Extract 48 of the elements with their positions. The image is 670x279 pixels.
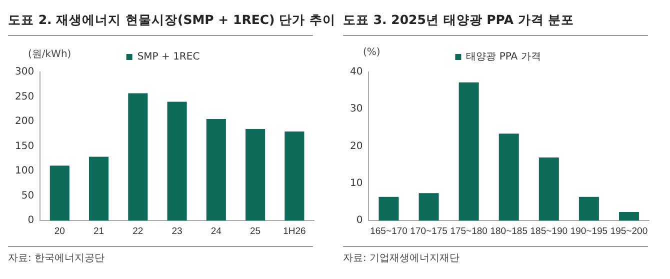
x-tick-label: 1H26 — [283, 226, 306, 237]
bar — [578, 196, 599, 221]
bar — [618, 212, 639, 221]
y-axis-title: (%) — [363, 47, 380, 58]
bar — [206, 119, 226, 221]
x-tick-label: 20 — [54, 226, 65, 237]
y-tick-label: 30 — [350, 104, 363, 115]
bar — [538, 157, 559, 221]
bar — [418, 193, 439, 221]
y-tick-label: 20 — [350, 140, 363, 152]
x-tick-label: 24 — [210, 226, 222, 237]
x-tick-label: 185~190 — [530, 226, 568, 237]
bar — [50, 166, 70, 221]
bar — [89, 156, 109, 221]
y-tick-label: 0 — [356, 215, 363, 226]
legend-label: SMP + 1REC — [137, 52, 200, 63]
x-tick-label: 195~200 — [610, 226, 648, 237]
x-tick-label: 180~185 — [490, 226, 528, 237]
bar — [498, 134, 519, 221]
x-tick-label: 170~175 — [410, 226, 448, 237]
y-tick-label: 10 — [350, 178, 363, 190]
y-tick-label: 300 — [14, 66, 34, 78]
x-tick-label: 190~195 — [570, 226, 608, 237]
chart-title: 도표 3. 2025년 태양광 PPA 가격 분포 — [343, 12, 648, 36]
text: 자료: 한국에너지공단 — [8, 246, 313, 265]
x-tick-label: 25 — [250, 226, 261, 237]
x-tick-label: 175~180 — [450, 226, 488, 237]
y-tick-label: 150 — [14, 140, 34, 152]
y-tick-label: 250 — [14, 91, 34, 102]
bar — [167, 102, 187, 221]
text: 자료: 기업재생에너지재단 — [343, 246, 648, 265]
bar — [246, 128, 266, 221]
bar — [378, 196, 399, 221]
x-tick-label: 22 — [132, 226, 144, 237]
bar — [128, 93, 148, 221]
legend-label: 태양광 PPA 가격 — [466, 52, 541, 63]
y-axis-title: (원/kWh) — [28, 48, 72, 61]
x-tick-label: 23 — [172, 226, 182, 237]
chart-title: 도표 2. 재생에너지 현물시장(SMP + 1REC) 단가 추이 — [8, 12, 336, 29]
y-tick-label: 200 — [14, 116, 34, 128]
y-tick-label: 100 — [14, 166, 34, 177]
y-tick-label: 40 — [350, 66, 363, 78]
bar — [284, 131, 304, 221]
x-tick-label: 165~170 — [370, 226, 408, 237]
bar — [458, 82, 479, 221]
y-tick-label: 50 — [21, 190, 34, 202]
y-tick-label: 0 — [28, 215, 34, 226]
x-tick-label: 21 — [93, 226, 104, 237]
